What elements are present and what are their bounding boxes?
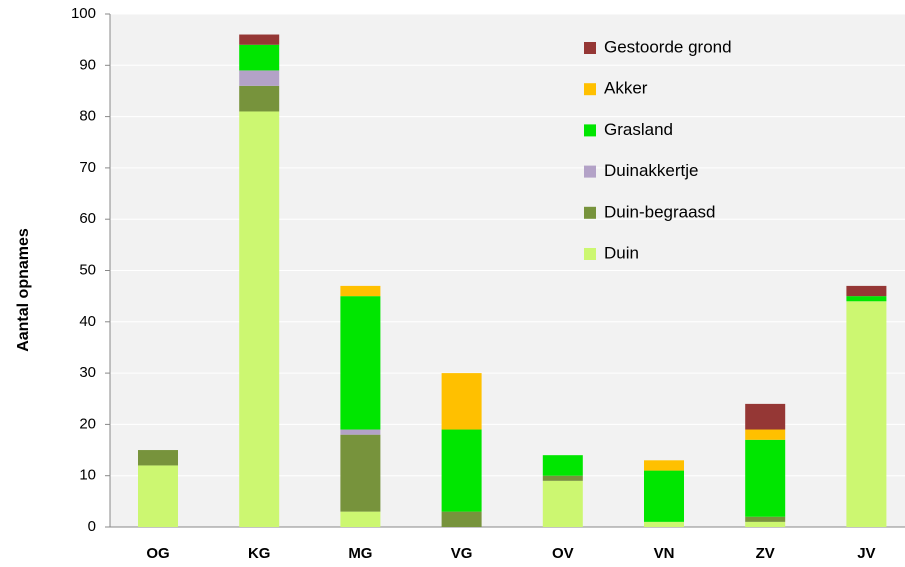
y-tick-label: 100 xyxy=(71,5,96,22)
x-tick-label: VG xyxy=(451,545,473,562)
y-tick-label: 50 xyxy=(79,261,96,278)
bar-segment xyxy=(846,301,887,527)
bar-segment xyxy=(441,373,482,430)
y-tick-label: 0 xyxy=(88,518,96,535)
y-axis-label: Aantal opnames xyxy=(15,228,32,352)
legend-swatch xyxy=(584,83,596,96)
legend-label: Gestoorde grond xyxy=(604,37,732,56)
y-tick-label: 90 xyxy=(79,56,96,73)
legend-swatch xyxy=(584,206,596,219)
bar-segment xyxy=(542,455,583,476)
bar-segment xyxy=(441,511,482,527)
y-tick-label: 30 xyxy=(79,364,96,381)
bar-segment xyxy=(745,521,786,527)
legend-label: Duinakkertje xyxy=(604,161,699,180)
bar-segment xyxy=(745,516,786,522)
bar-segment xyxy=(644,521,684,527)
bar-segment xyxy=(542,480,583,527)
x-tick-label: VN xyxy=(654,545,675,562)
bar-segment xyxy=(239,34,280,45)
y-tick-label: 60 xyxy=(79,210,96,227)
y-tick-label: 20 xyxy=(79,415,96,432)
bar-segment xyxy=(340,429,381,435)
y-tick-label: 70 xyxy=(79,159,96,176)
legend-swatch xyxy=(584,248,596,260)
bar-segment xyxy=(846,296,887,302)
bar-segment xyxy=(644,470,684,522)
bar-segment xyxy=(138,450,178,466)
bar-segment xyxy=(542,475,583,481)
x-tick-label: JV xyxy=(857,545,875,562)
legend-label: Grasland xyxy=(604,120,673,139)
bar-segment xyxy=(340,296,381,430)
legend-label: Akker xyxy=(604,79,648,98)
bar-segment xyxy=(745,403,786,430)
bar-segment xyxy=(138,465,178,527)
x-tick-label: MG xyxy=(348,545,372,562)
legend-swatch xyxy=(584,165,596,178)
bar-segment xyxy=(745,439,786,517)
x-tick-label: ZV xyxy=(756,545,775,562)
bar-segment xyxy=(239,85,280,112)
legend-label: Duin-begraasd xyxy=(604,202,716,221)
bar-segment xyxy=(340,511,381,527)
bar-segment xyxy=(644,460,684,471)
x-tick-label: OV xyxy=(552,545,574,562)
bar-segment xyxy=(239,111,280,527)
x-tick-label: KG xyxy=(248,545,271,562)
y-tick-label: 40 xyxy=(79,313,96,330)
bar-segment xyxy=(846,285,887,297)
bar-segment xyxy=(340,434,381,512)
y-tick-label: 80 xyxy=(79,108,96,125)
bar-segment xyxy=(239,70,280,86)
y-tick-label: 10 xyxy=(79,467,96,484)
legend-swatch xyxy=(584,124,596,137)
bar-segment xyxy=(441,429,482,512)
x-tick-label: OG xyxy=(146,545,169,562)
legend-label: Duin xyxy=(604,243,639,262)
bar-segment xyxy=(239,44,280,71)
legend-swatch xyxy=(584,42,596,54)
bar-segment xyxy=(745,429,786,440)
bar-segment xyxy=(340,285,381,297)
